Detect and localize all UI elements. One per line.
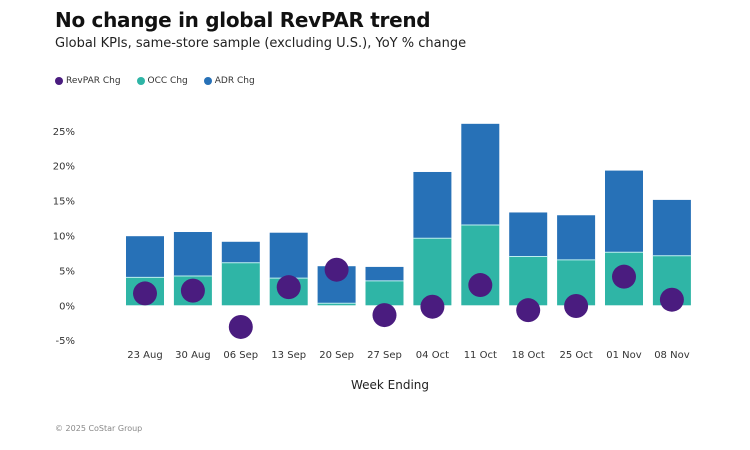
y-tick-label: 5% (59, 266, 75, 277)
occ-bar (221, 262, 260, 306)
x-tick-label: 13 Sep (271, 350, 306, 361)
revpar-dot (420, 294, 445, 319)
adr-bar (126, 236, 164, 278)
legend-swatch-adr (203, 77, 212, 85)
revpar-dot (516, 298, 541, 323)
occ-bar (413, 238, 452, 306)
x-tick-label: 27 Sep (367, 350, 402, 361)
adr-bar (413, 171, 452, 239)
adr-bar (269, 232, 308, 279)
copyright-footer: © 2025 CoStar Group (55, 424, 143, 433)
revpar-dot (468, 273, 493, 298)
legend-label-occ: OCC Chg (147, 76, 188, 86)
occ-bar (509, 256, 548, 306)
occ-bar (317, 303, 356, 306)
x-tick-label: 11 Oct (464, 350, 497, 361)
y-tick-label: 25% (53, 127, 75, 138)
y-tick-label: 0% (59, 301, 75, 312)
chart-subtitle: Global KPIs, same-store sample (excludin… (55, 36, 467, 51)
x-tick-label: 18 Oct (512, 350, 545, 361)
revpar-dot (612, 264, 636, 289)
legend-item-occ: OCC Chg (136, 76, 188, 86)
legend-item-revpar: RevPAR Chg (55, 76, 121, 86)
revpar-dot (133, 281, 157, 306)
x-tick-label: 23 Aug (127, 350, 162, 361)
adr-bar (605, 170, 643, 253)
revpar-dot (564, 293, 589, 318)
x-tick-label: 01 Nov (606, 350, 642, 361)
revpar-dot (276, 275, 301, 300)
chart-title: No change in global RevPAR trend (55, 8, 431, 32)
adr-bar (557, 215, 596, 260)
revpar-dot (180, 278, 205, 303)
x-tick-label: 30 Aug (175, 350, 210, 361)
revpar-dot (228, 314, 253, 339)
legend-swatch-occ (136, 77, 145, 85)
adr-bar (221, 241, 260, 263)
x-tick-label: 04 Oct (416, 350, 449, 361)
x-tick-label: 25 Oct (559, 350, 592, 361)
revpar-dot (659, 287, 684, 312)
legend-label-adr: ADR Chg (214, 76, 255, 86)
x-tick-label: 08 Nov (654, 350, 690, 361)
legend: RevPAR Chg OCC Chg ADR Chg (55, 76, 255, 86)
y-tick-label: -5% (56, 336, 75, 347)
y-tick-label: 15% (53, 197, 75, 208)
legend-label-revpar: RevPAR Chg (66, 76, 121, 86)
adr-bar (509, 212, 548, 257)
y-tick-label: 10% (53, 232, 75, 243)
x-tick-label: 20 Sep (319, 350, 354, 361)
adr-bar (173, 232, 212, 276)
adr-bar (461, 123, 500, 226)
occ-bar (365, 280, 404, 306)
x-axis-title: Week Ending (351, 378, 429, 392)
revpar-dot (324, 257, 349, 282)
legend-item-adr: ADR Chg (203, 76, 255, 86)
legend-swatch-revpar (55, 77, 63, 85)
adr-bar (652, 199, 691, 256)
y-tick-label: 20% (53, 162, 75, 173)
adr-bar (365, 266, 404, 281)
x-tick-label: 06 Sep (223, 350, 258, 361)
revpar-dot (372, 303, 397, 328)
